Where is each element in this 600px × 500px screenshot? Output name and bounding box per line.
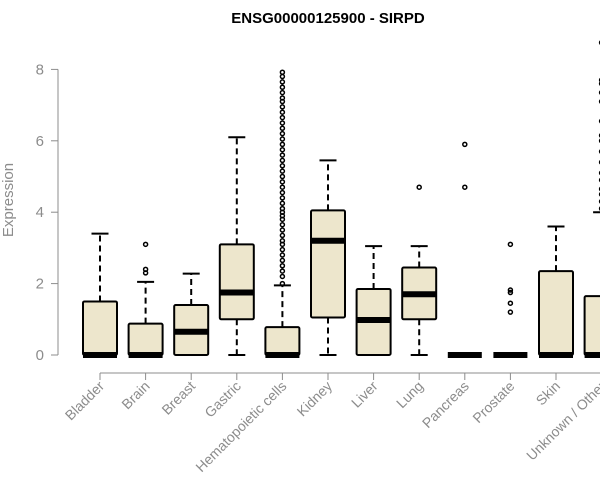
outlier-point xyxy=(279,179,286,185)
outlier-point xyxy=(279,263,286,269)
outlier-point xyxy=(279,95,286,101)
y-axis: 0 2 4 6 8 xyxy=(36,61,59,364)
x-tick-label: Bladder xyxy=(62,378,108,424)
chart-title: ENSG00000125900 - SIRPD xyxy=(231,10,425,27)
outlier-point xyxy=(279,238,286,244)
box-kidney xyxy=(310,159,346,356)
outlier-point xyxy=(279,79,286,85)
outlier-point xyxy=(142,241,149,248)
y-tick-label: 4 xyxy=(36,204,44,221)
y-tick-label: 6 xyxy=(36,133,44,150)
outlier-point xyxy=(279,146,286,153)
x-tick-label: Liver xyxy=(348,378,381,411)
outlier-point xyxy=(462,141,468,148)
outlier-point xyxy=(279,130,286,137)
box-rect xyxy=(127,322,164,357)
box-liver xyxy=(355,245,392,356)
x-tick-label: Skin xyxy=(533,378,564,409)
outlier-point xyxy=(507,289,514,296)
x-tick-label: Kidney xyxy=(294,378,336,420)
box-rect xyxy=(264,326,301,356)
box-rect xyxy=(218,243,255,321)
y-tick-label: 0 xyxy=(36,347,44,364)
outlier-point xyxy=(279,104,286,110)
outlier-point xyxy=(279,280,286,287)
outlier-point xyxy=(279,273,286,280)
outlier-point xyxy=(279,257,286,264)
outlier-point xyxy=(507,241,514,248)
outlier-point xyxy=(279,141,286,148)
box-rect xyxy=(583,295,600,356)
box-prostate xyxy=(493,241,528,358)
box-gastric xyxy=(218,136,255,356)
outlier-point xyxy=(279,232,286,239)
box-hematopoietic-cells xyxy=(264,69,301,358)
outlier-point xyxy=(279,184,286,190)
outlier-point xyxy=(462,184,468,190)
outlier-point xyxy=(279,125,286,132)
outlier-point xyxy=(279,227,286,233)
x-tick-label: Breast xyxy=(158,378,198,418)
outlier-point xyxy=(279,152,286,158)
x-tick-label: Brain xyxy=(118,378,152,412)
outlier-point xyxy=(279,168,286,174)
y-tick-label: 8 xyxy=(36,61,44,78)
box-lung xyxy=(401,184,438,356)
y-tick-label: 2 xyxy=(36,276,44,293)
outlier-point xyxy=(142,266,149,273)
outlier-point xyxy=(279,221,286,228)
outlier-point xyxy=(416,184,422,190)
outlier-point xyxy=(279,163,286,169)
outlier-point xyxy=(279,173,286,180)
outlier-point xyxy=(279,205,286,212)
outlier-point xyxy=(279,200,286,207)
box-rect xyxy=(538,270,574,357)
box-brain xyxy=(127,241,164,358)
y-axis-label: Expression xyxy=(0,163,17,237)
box-unknown-other xyxy=(583,40,600,358)
box-skin xyxy=(538,225,574,358)
outlier-point xyxy=(507,309,514,315)
outlier-point xyxy=(279,120,286,126)
x-tick-label: Lung xyxy=(393,378,426,411)
x-tick-label: Hematopoietic cells xyxy=(192,378,289,475)
x-tick-label: Pancreas xyxy=(419,378,472,431)
outlier-point xyxy=(279,189,286,196)
outlier-point xyxy=(507,287,514,293)
box-pancreas xyxy=(447,141,482,358)
outlier-point xyxy=(507,300,514,306)
outlier-point xyxy=(279,73,286,80)
outlier-point xyxy=(279,69,286,76)
outlier-point xyxy=(279,136,286,142)
outlier-point xyxy=(279,114,286,121)
x-tick-label: Prostate xyxy=(469,378,517,426)
outlier-point xyxy=(279,84,286,90)
outlier-point xyxy=(279,109,286,115)
outlier-point xyxy=(279,195,286,201)
outlier-point xyxy=(279,252,286,258)
outlier-point xyxy=(279,157,286,164)
outlier-point xyxy=(279,268,286,274)
box-rect xyxy=(310,209,346,319)
box-breast xyxy=(173,272,210,356)
outlier-point xyxy=(279,246,286,253)
box-bladder xyxy=(82,232,118,358)
outlier-point xyxy=(279,89,286,96)
x-tick-label: Gastric xyxy=(201,378,244,421)
box-rect xyxy=(82,300,118,357)
box-series xyxy=(82,40,600,358)
